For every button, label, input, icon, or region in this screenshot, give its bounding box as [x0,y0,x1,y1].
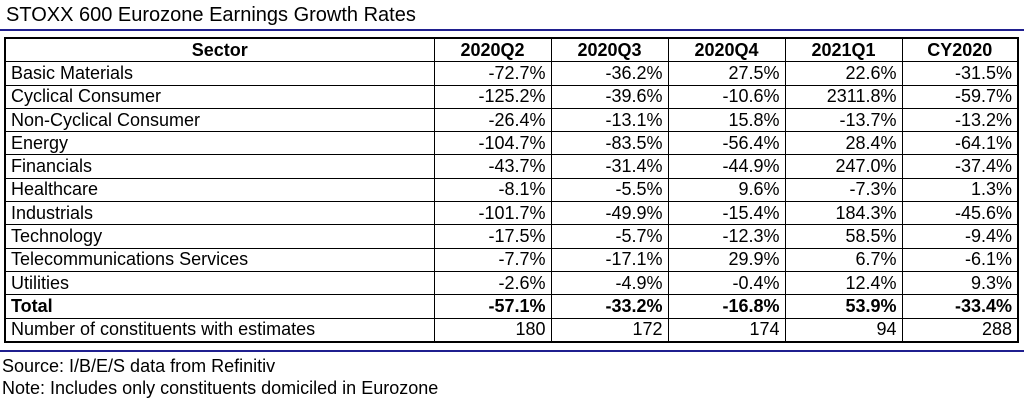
source-note: Source: I/B/E/S data from Refinitiv [2,356,276,376]
value-cell: 12.4% [784,270,903,296]
value-cell: -26.4% [433,107,552,133]
value-cell: -17.5% [433,224,552,249]
value-cell: -16.8% [667,294,786,319]
value-cell: -31.4% [550,154,669,179]
sector-cell: Technology [4,224,435,249]
column-header: 2021Q1 [784,37,903,63]
value-cell: -83.5% [550,131,669,156]
footer-divider [0,350,1024,352]
value-cell: -45.6% [901,201,1019,226]
value-cell: -4.9% [550,270,669,296]
table-row: Utilities -2.6% -4.9% -0.4% 12.4% 9.3% [4,270,1019,296]
value-cell: -59.7% [901,84,1019,109]
value-cell: 58.5% [784,224,903,249]
column-header: Sector [4,37,435,63]
value-cell: -56.4% [667,131,786,156]
value-cell: -10.6% [667,84,786,109]
sector-cell: Cyclical Consumer [4,84,435,109]
value-cell: -0.4% [667,270,786,296]
value-cell: 174 [667,317,786,343]
value-cell: -49.9% [550,201,669,226]
value-cell: -5.5% [550,177,669,203]
table-row: Cyclical Consumer -125.2% -39.6% -10.6% 2311… [4,84,1019,109]
value-cell: 27.5% [667,61,786,86]
table-row: Healthcare -8.1% -5.5% 9.6% -7.3% 1.3% [4,177,1019,203]
value-cell: -104.7% [433,131,552,156]
sector-cell: Financials [4,154,435,179]
value-cell: -57.1% [433,294,552,319]
value-cell: -6.1% [901,247,1019,272]
sector-cell: Basic Materials [4,61,435,86]
value-cell: -36.2% [550,61,669,86]
value-cell: 9.3% [901,270,1019,296]
value-cell: -13.1% [550,107,669,133]
value-cell: -7.7% [433,247,552,272]
value-cell: 6.7% [784,247,903,272]
table-body: Basic Materials -72.7% -36.2% 27.5% 22.6% -31… [4,61,1019,343]
table-row: Industrials -101.7% -49.9% -15.4% 184.3% -45.… [4,201,1019,226]
earnings-growth-table: Sector 2020Q2 2020Q3 2020Q4 2021Q1 CY202… [4,37,1019,343]
value-cell: -39.6% [550,84,669,109]
footnote: Note: Includes only constituents domicil… [2,378,439,398]
table-row: Basic Materials -72.7% -36.2% 27.5% 22.6% -31… [4,61,1019,86]
constituents-row: Number of constituents with estimates 180… [4,317,1019,343]
value-cell: -13.2% [901,107,1019,133]
table-row: Technology -17.5% -5.7% -12.3% 58.5% -9.4% [4,224,1019,249]
value-cell: 172 [550,317,669,343]
value-cell: -17.1% [550,247,669,272]
table-row: Telecommunications Services -7.7% -17.1% 29… [4,247,1019,272]
table-row: Financials -43.7% -31.4% -44.9% 247.0% -37.4% [4,154,1019,179]
title-divider [0,29,1024,31]
value-cell: -44.9% [667,154,786,179]
column-header: 2020Q4 [667,37,786,63]
value-cell: -101.7% [433,201,552,226]
value-cell: -64.1% [901,131,1019,156]
value-cell: 15.8% [667,107,786,133]
value-cell: -5.7% [550,224,669,249]
value-cell: -72.7% [433,61,552,86]
value-cell: -15.4% [667,201,786,226]
value-cell: 53.9% [784,294,903,319]
sector-cell: Total [4,294,435,319]
value-cell: -37.4% [901,154,1019,179]
sector-cell: Healthcare [4,177,435,203]
column-header: 2020Q2 [433,37,552,63]
value-cell: 22.6% [784,61,903,86]
table-row: Non-Cyclical Consumer -26.4% -13.1% 15.8% -1… [4,107,1019,133]
value-cell: -2.6% [433,270,552,296]
value-cell: 29.9% [667,247,786,272]
value-cell: -9.4% [901,224,1019,249]
sector-cell: Utilities [4,270,435,296]
value-cell: 1.3% [901,177,1019,203]
sector-cell: Telecommunications Services [4,247,435,272]
table-row: Energy -104.7% -83.5% -56.4% 28.4% -64.1% [4,131,1019,156]
sector-cell: Non-Cyclical Consumer [4,107,435,133]
value-cell: 247.0% [784,154,903,179]
value-cell: -33.4% [901,294,1019,319]
value-cell: -7.3% [784,177,903,203]
sector-cell: Industrials [4,201,435,226]
value-cell: 28.4% [784,131,903,156]
value-cell: -43.7% [433,154,552,179]
value-cell: 184.3% [784,201,903,226]
column-header: 2020Q3 [550,37,669,63]
value-cell: -8.1% [433,177,552,203]
value-cell: 180 [433,317,552,343]
value-cell: 94 [784,317,903,343]
value-cell: 288 [901,317,1019,343]
value-cell: -31.5% [901,61,1019,86]
value-cell: -33.2% [550,294,669,319]
column-header: CY2020 [901,37,1019,63]
value-cell: -125.2% [433,84,552,109]
value-cell: 9.6% [667,177,786,203]
total-row: Total -57.1% -33.2% -16.8% 53.9% -33.4% [4,294,1019,319]
value-cell: 2311.8% [784,84,903,109]
header-row: Sector 2020Q2 2020Q3 2020Q4 2021Q1 CY202… [4,37,1019,63]
sector-cell: Energy [4,131,435,156]
value-cell: -13.7% [784,107,903,133]
table-title: STOXX 600 Eurozone Earnings Growth Rates [6,4,416,26]
value-cell: -12.3% [667,224,786,249]
sector-cell: Number of constituents with estimates [4,317,435,343]
